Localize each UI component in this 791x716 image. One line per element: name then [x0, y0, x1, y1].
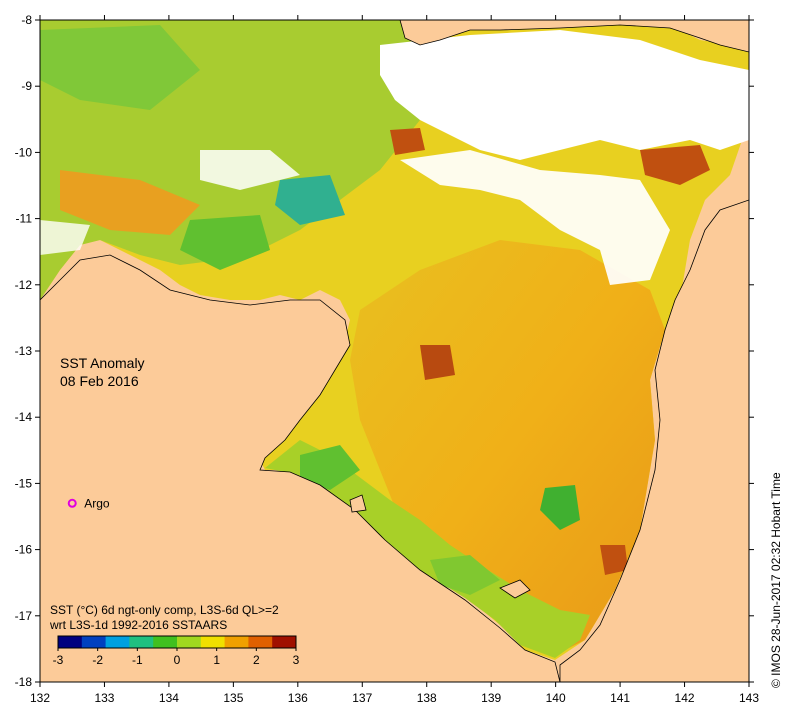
no-data-cloud-4: [40, 220, 90, 255]
north-cyan-patch: [275, 175, 345, 225]
credit-text: © IMOS 28-Jun-2017 02:32 Hobart Time: [769, 472, 783, 688]
colorbar-tick-label: -3: [53, 653, 64, 667]
colorbar-swatch: [153, 636, 178, 648]
colorbar-tick-label: -1: [132, 653, 143, 667]
hot-patch-north: [390, 128, 425, 155]
colorbar-swatch: [129, 636, 154, 648]
map-date: 08 Feb 2016: [60, 373, 139, 389]
colorbar: -3 -2 -1 0 1 2 3: [53, 635, 300, 667]
y-tick-label: -18: [15, 675, 33, 689]
x-tick-label: 142: [675, 691, 695, 705]
x-tick-label: 141: [610, 691, 630, 705]
gulf-cool-patch-south: [430, 555, 500, 595]
colorbar-swatch: [105, 636, 130, 648]
colorbar-swatch: [248, 636, 273, 648]
north-green-patch: [40, 25, 200, 110]
x-tick-label: 134: [159, 691, 179, 705]
hot-patch-gulf: [420, 345, 455, 380]
legend-title: SST (°C) 6d ngt-only comp, L3S-6d QL>=2: [50, 603, 279, 617]
colorbar-tick-label: 0: [174, 653, 181, 667]
legend-subtitle: wrt L3S-1d 1992-2016 SSTAARS: [49, 618, 227, 632]
x-tick-label: 138: [417, 691, 437, 705]
colorbar-tick-label: 1: [213, 653, 220, 667]
map-plot-area: [40, 20, 749, 682]
x-tick-label: 137: [352, 691, 372, 705]
y-tick-label: -14: [15, 410, 33, 424]
colorbar-swatch: [58, 636, 83, 648]
y-tick-label: -17: [15, 609, 33, 623]
x-axis: 132 133 134 135 136 137 138 139 140 141 142 143: [30, 15, 759, 705]
gulf-cool-patch-east: [540, 485, 580, 530]
gulf-cool-patch: [300, 445, 360, 490]
wellesley-islands: [499, 579, 531, 599]
colorbar-swatch: [224, 636, 249, 648]
y-tick-label: -8: [21, 13, 32, 27]
x-tick-label: 133: [94, 691, 114, 705]
no-data-cloud: [380, 30, 749, 160]
y-tick-label: -13: [15, 344, 33, 358]
argo-label: Argo: [84, 496, 110, 510]
north-orange-patch: [60, 170, 200, 235]
x-tick-label: 136: [288, 691, 308, 705]
hot-patch-east: [640, 145, 710, 185]
y-tick-label: -15: [15, 476, 33, 490]
north-green-patch-2: [180, 215, 270, 270]
x-tick-label: 139: [481, 691, 501, 705]
argo-marker: Argo: [67, 496, 110, 510]
colorbar-tick-label: 2: [253, 653, 260, 667]
new-guinea-land: [399, 20, 749, 53]
colorbar-swatch: [200, 636, 226, 648]
x-tick-label: 135: [223, 691, 243, 705]
groote-eylandt: [349, 494, 367, 513]
colorbar-swatch: [177, 636, 202, 648]
y-tick-label: -12: [15, 278, 33, 292]
colorbar-tick-label: 3: [293, 653, 300, 667]
colorbar-swatch: [272, 636, 297, 648]
x-tick-label: 132: [30, 691, 50, 705]
x-tick-label: 140: [546, 691, 566, 705]
colorbar-tick-label: -2: [92, 653, 103, 667]
y-tick-label: -10: [15, 145, 33, 159]
hot-patch-se: [600, 545, 628, 575]
no-data-cloud-2: [400, 150, 670, 285]
y-axis: -8-9-10-11-12-13-14-15-16-17-18: [15, 13, 754, 689]
y-tick-label: -11: [16, 212, 33, 226]
gulf-cool-coast: [265, 440, 590, 658]
colorbar-swatch: [81, 636, 107, 648]
y-tick-label: -16: [15, 543, 33, 557]
argo-marker-icon: [67, 498, 77, 508]
map-title: SST Anomaly: [60, 355, 145, 371]
arnhem-land: [40, 254, 561, 682]
x-tick-label: 143: [739, 691, 759, 705]
y-tick-label: -9: [21, 79, 32, 93]
no-data-cloud-3: [200, 150, 300, 190]
cape-york-land: [559, 199, 749, 682]
